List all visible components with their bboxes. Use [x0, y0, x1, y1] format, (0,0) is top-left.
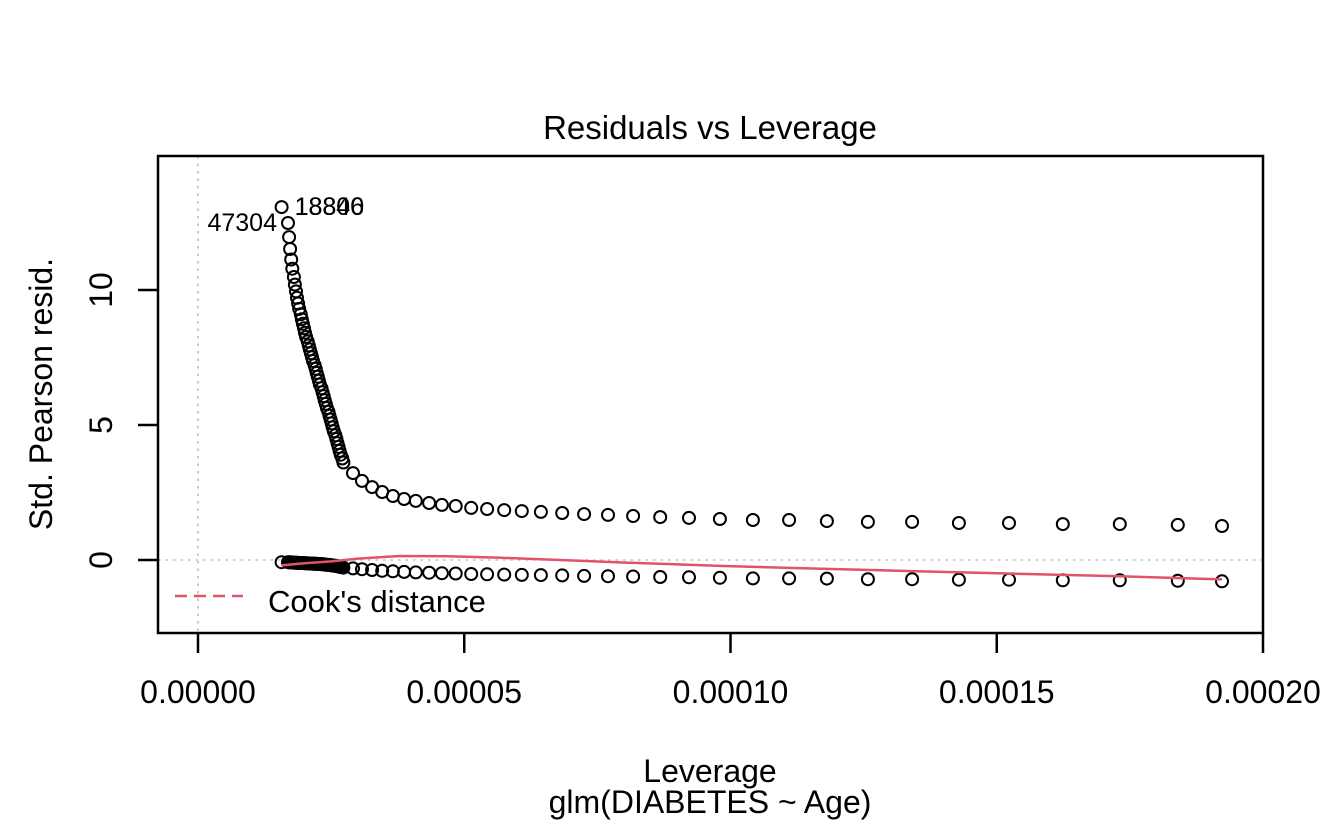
data-point-positive-residual — [283, 242, 298, 256]
data-point-positive-residual — [336, 455, 351, 470]
y-axis-tick-label: 10 — [83, 272, 119, 308]
data-point-positive-residual — [397, 492, 412, 506]
data-point-positive-residual — [860, 514, 875, 529]
data-point-negative-residual — [577, 568, 592, 583]
data-point-negative-residual — [626, 569, 641, 584]
data-point-positive-residual — [281, 216, 295, 230]
data-point-positive-residual — [293, 307, 308, 322]
data-point-negative-residual — [480, 567, 495, 582]
data-point-positive-residual — [626, 509, 641, 523]
data-point-positive-residual — [905, 514, 920, 529]
data-point-positive-residual — [533, 504, 548, 519]
data-point-positive-residual — [712, 512, 727, 526]
y-axis-tick-label: 5 — [83, 416, 119, 434]
outlier-point-label: 18806 — [295, 193, 365, 221]
data-point-positive-residual — [514, 504, 529, 519]
data-point-negative-residual — [601, 569, 615, 584]
x-axis-tick-label: 0.00020 — [1205, 674, 1321, 710]
data-point-negative-residual — [819, 571, 834, 586]
data-point-positive-residual — [408, 493, 423, 508]
data-point-positive-residual — [285, 261, 300, 276]
data-point-negative-residual — [712, 570, 727, 585]
residual-smoother-line — [280, 554, 1223, 581]
data-point-positive-residual — [653, 510, 668, 525]
data-point-negative-residual — [514, 567, 529, 582]
x-axis-label: Leverage — [643, 753, 776, 789]
outlier-point-label: 18840 — [295, 193, 365, 221]
data-point-positive-residual — [555, 506, 570, 520]
data-point-negative-residual — [497, 567, 512, 582]
data-point-negative-residual — [336, 560, 351, 575]
data-point-negative-residual — [653, 570, 668, 584]
data-point-positive-residual — [434, 497, 449, 512]
data-point-positive-residual — [782, 513, 797, 527]
data-point-positive-residual — [682, 510, 696, 525]
data-point-positive-residual — [480, 502, 495, 516]
cooks-distance-legend-label: Cook's distance — [268, 584, 486, 619]
data-point-positive-residual — [497, 503, 512, 518]
data-point-negative-residual — [1170, 573, 1185, 588]
chart-title: Residuals vs Leverage — [543, 109, 877, 146]
plot-box — [156, 154, 1265, 635]
data-point-negative-residual — [408, 565, 423, 580]
data-point-positive-residual — [1170, 517, 1185, 532]
data-point-negative-residual — [448, 566, 463, 581]
data-point-negative-residual — [434, 566, 449, 581]
data-point-positive-residual — [819, 514, 834, 529]
data-point-negative-residual — [464, 567, 479, 581]
data-point-positive-residual — [346, 466, 360, 481]
data-point-negative-residual — [860, 572, 875, 587]
y-axis-label: Std. Pearson resid. — [23, 258, 59, 530]
data-point-negative-residual — [905, 572, 920, 587]
data-point-positive-residual — [745, 513, 760, 527]
data-point-positive-residual — [448, 499, 463, 513]
data-point-positive-residual — [951, 516, 966, 530]
data-point-negative-residual — [1215, 574, 1229, 589]
y-axis-tick-label: 0 — [83, 551, 119, 569]
data-point-negative-residual — [346, 561, 360, 576]
data-point-positive-residual — [355, 473, 369, 488]
data-point-negative-residual — [782, 571, 797, 586]
data-point-negative-residual — [745, 571, 760, 586]
data-point-negative-residual — [1112, 573, 1127, 588]
data-point-negative-residual — [355, 562, 369, 577]
x-axis-tick-label: 0.00005 — [406, 674, 522, 710]
data-point-negative-residual — [951, 572, 966, 587]
model-caption: glm(DIABETES ~ Age) — [549, 784, 872, 820]
data-point-positive-residual — [422, 496, 437, 510]
x-axis-tick-label: 0.00010 — [673, 674, 789, 710]
data-point-negative-residual — [533, 568, 548, 583]
data-point-negative-residual — [365, 563, 380, 577]
data-point-positive-residual — [385, 489, 400, 503]
data-point-positive-residual — [282, 230, 297, 245]
data-point-positive-residual — [274, 200, 289, 215]
outlier-point-label: 47304 — [207, 209, 277, 237]
data-point-positive-residual — [284, 252, 299, 267]
data-point-positive-residual — [601, 507, 615, 522]
data-point-negative-residual — [375, 563, 390, 578]
data-point-positive-residual — [286, 270, 301, 284]
data-point-negative-residual — [682, 570, 696, 585]
data-point-negative-residual — [422, 565, 437, 580]
data-point-negative-residual — [555, 568, 570, 583]
data-point-negative-residual — [1002, 572, 1016, 587]
data-point-positive-residual — [577, 507, 592, 522]
data-point-positive-residual — [1215, 519, 1229, 533]
x-axis-tick-label: 0.00015 — [939, 674, 1055, 710]
plot-area: 0.00000 0.00005 0.00010 0.00015 0.00020 0 5 10 — [83, 154, 1321, 710]
cooks-distance-legend: Cook's distance — [175, 584, 486, 619]
x-axis-tick-label: 0.00000 — [140, 674, 256, 710]
data-point-negative-residual — [397, 564, 412, 579]
data-point-positive-residual — [1002, 516, 1016, 530]
data-point-positive-residual — [464, 500, 479, 515]
data-point-positive-residual — [1112, 517, 1127, 532]
data-point-positive-residual — [1055, 517, 1070, 532]
data-point-positive-residual — [287, 277, 302, 292]
